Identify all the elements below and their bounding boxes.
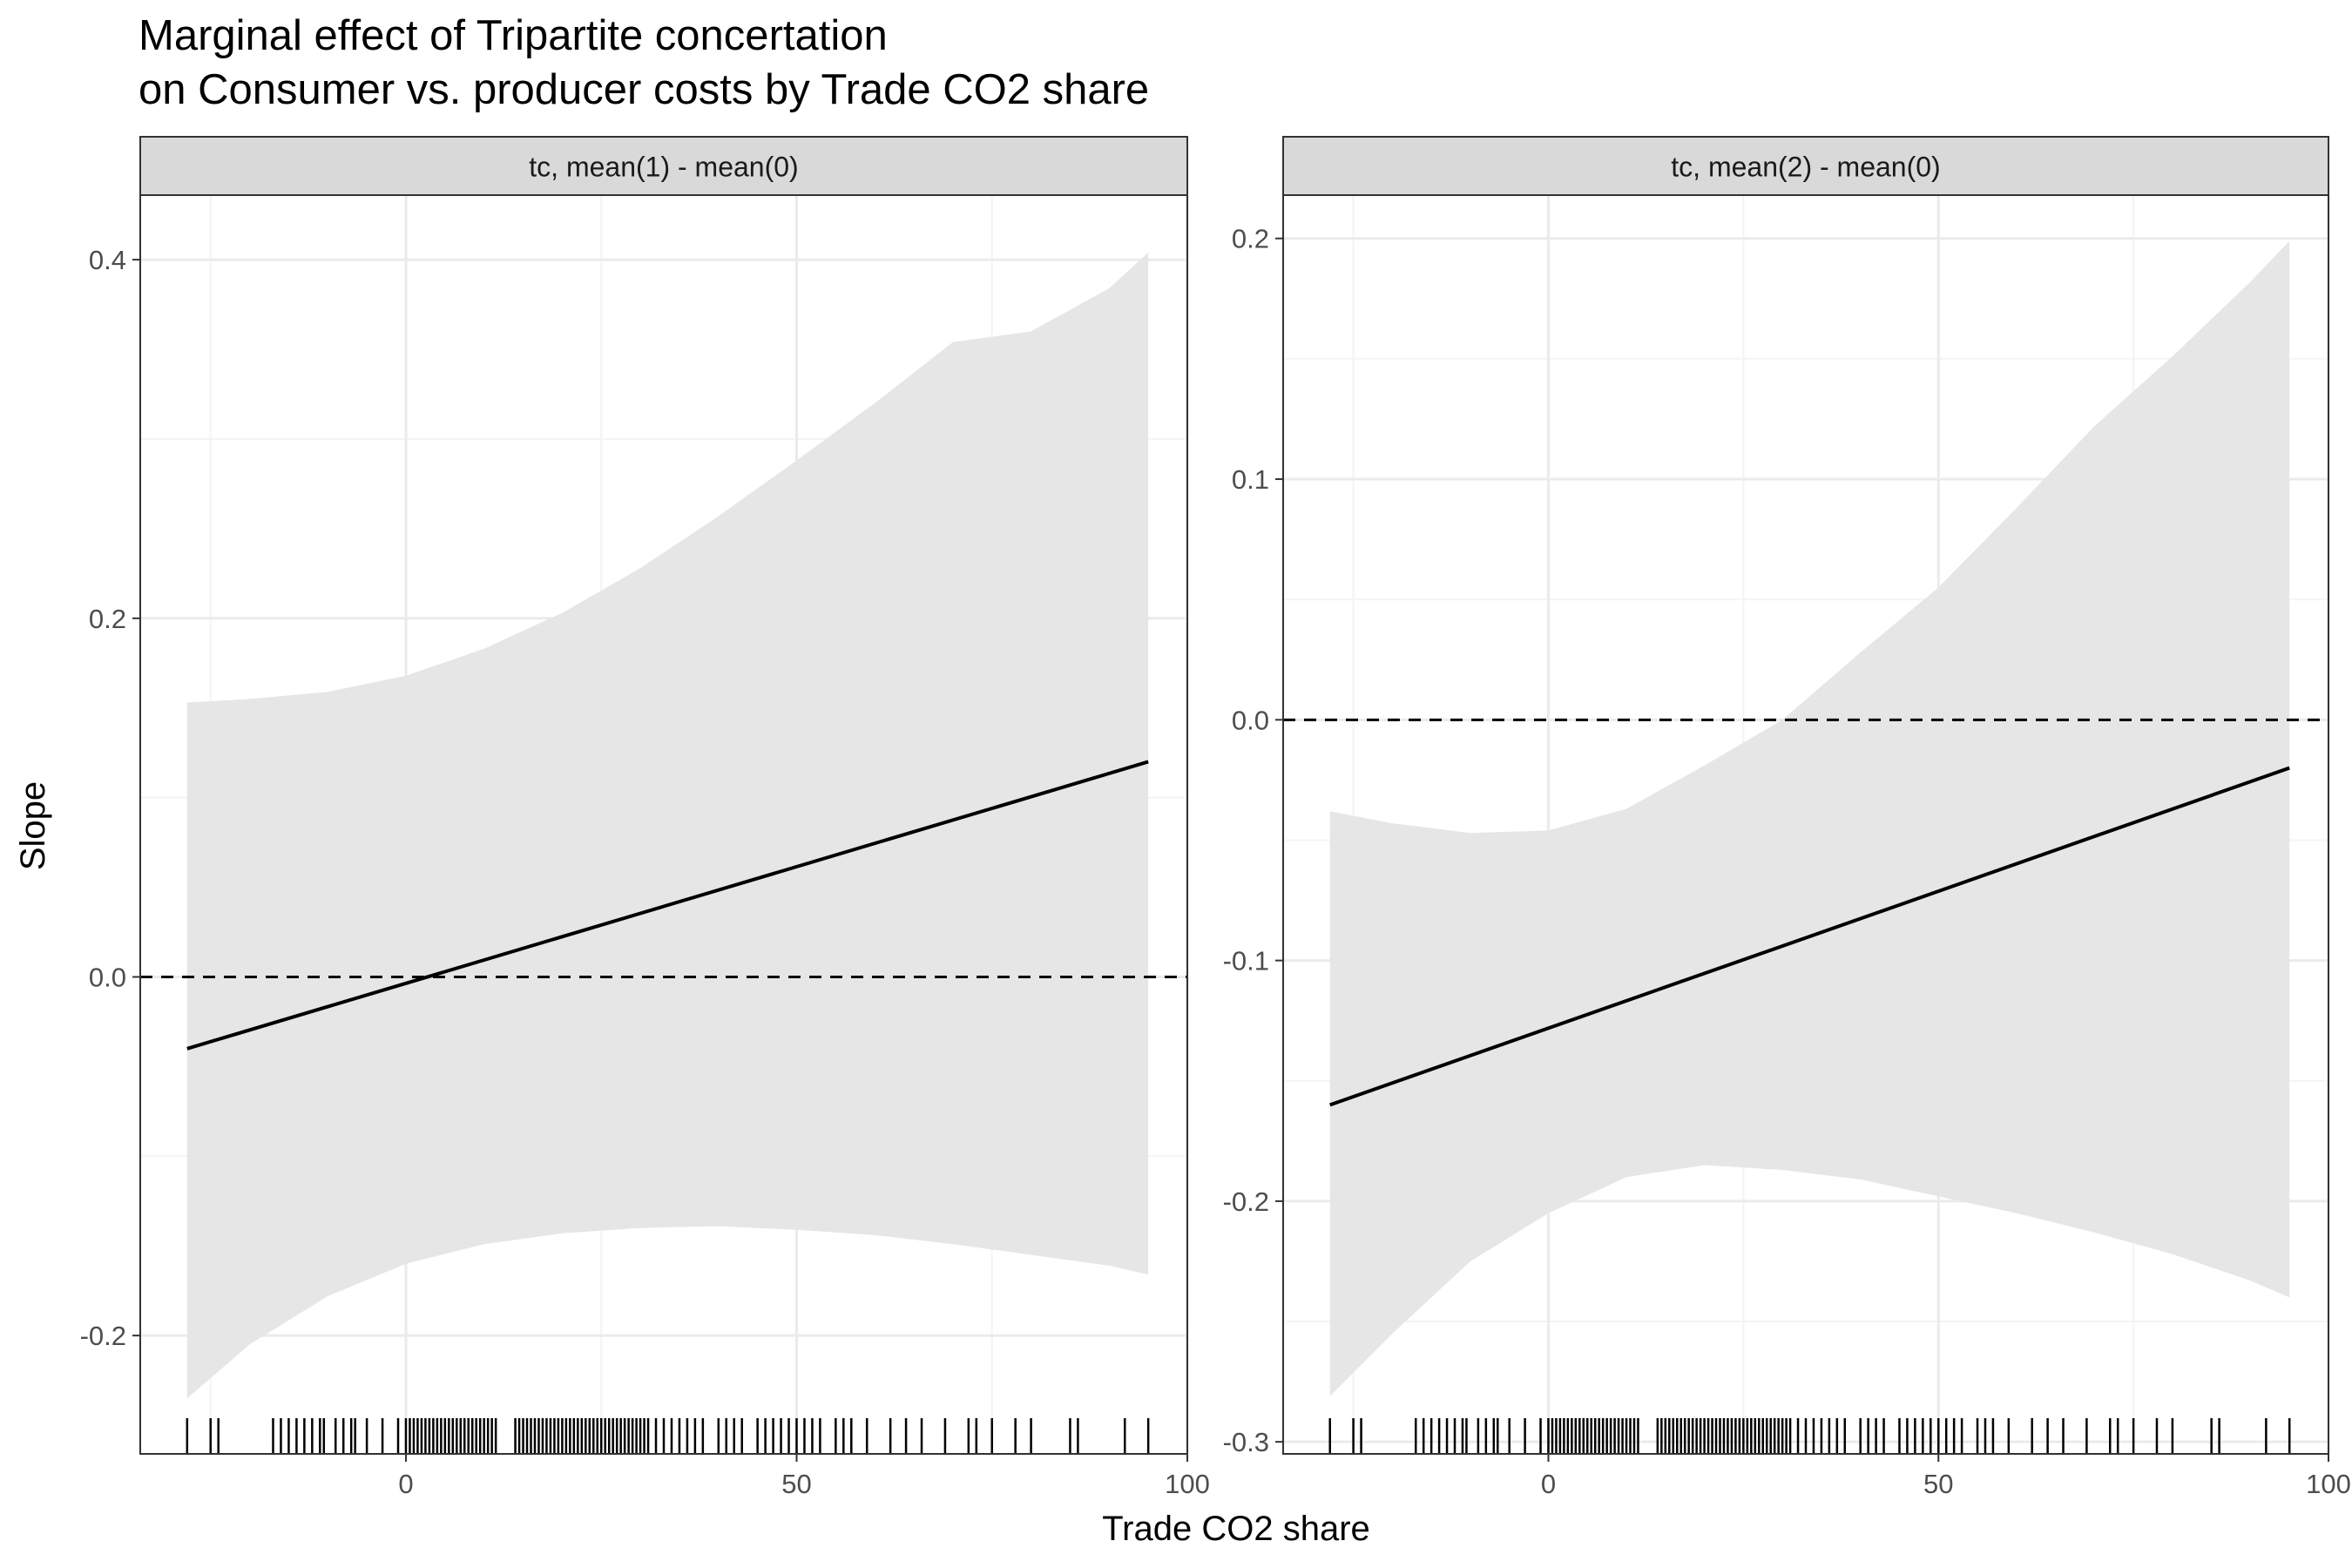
- y-tick-label: 0.2: [89, 604, 126, 634]
- x-tick-label: 100: [2306, 1469, 2351, 1499]
- marginal-effect-line: [186, 760, 1149, 1051]
- x-axis-title: Trade CO2 share: [1102, 1510, 1370, 1548]
- x-tick-label: 0: [1541, 1469, 1556, 1499]
- confidence-ribbon: [186, 252, 1149, 1399]
- facet-panels: tc, mean(1) - mean(0) -0.2 0.0 0.2 0.4 0 50 100…: [80, 136, 2351, 1499]
- confidence-ribbon: [1329, 240, 2290, 1396]
- x-tick-label: 50: [1923, 1469, 1953, 1499]
- facet-panel-2: tc, mean(2) - mean(0) -0.3 -0.2 -0.1 0.0 0.1 0…: [1223, 136, 2351, 1499]
- facet-panel-1: tc, mean(1) - mean(0) -0.2 0.0 0.2 0.4 0 50 100: [80, 136, 1210, 1499]
- chart-title-line-2: on Consumer vs. producer costs by Trade …: [139, 66, 1149, 113]
- y-tick-label: -0.2: [1223, 1186, 1269, 1217]
- y-tick-label: 0.0: [89, 962, 126, 992]
- facet-strip-label: tc, mean(1) - mean(0): [529, 152, 798, 183]
- chart-title-line-1: Marginal effect of Tripartite concertati…: [139, 12, 888, 59]
- x-tick-label: 100: [1165, 1469, 1210, 1499]
- y-tick-label: -0.3: [1223, 1427, 1269, 1457]
- y-axis-title: Slope: [14, 781, 52, 870]
- y-tick-label: 0.4: [89, 245, 126, 275]
- facet-strip: [1282, 136, 2329, 196]
- facet-strip-label: tc, mean(2) - mean(0): [1671, 152, 1940, 183]
- y-tick-label: 0.2: [1232, 224, 1269, 254]
- y-tick-label: -0.1: [1223, 946, 1269, 977]
- y-tick-label: -0.2: [80, 1321, 126, 1351]
- facet-strip: [139, 136, 1188, 196]
- x-tick-label: 0: [398, 1469, 413, 1499]
- marginal-effect-line: [1329, 766, 2290, 1107]
- y-tick-label: 0.1: [1232, 464, 1269, 495]
- x-tick-label: 50: [781, 1469, 811, 1499]
- y-tick-label: 0.0: [1232, 705, 1269, 735]
